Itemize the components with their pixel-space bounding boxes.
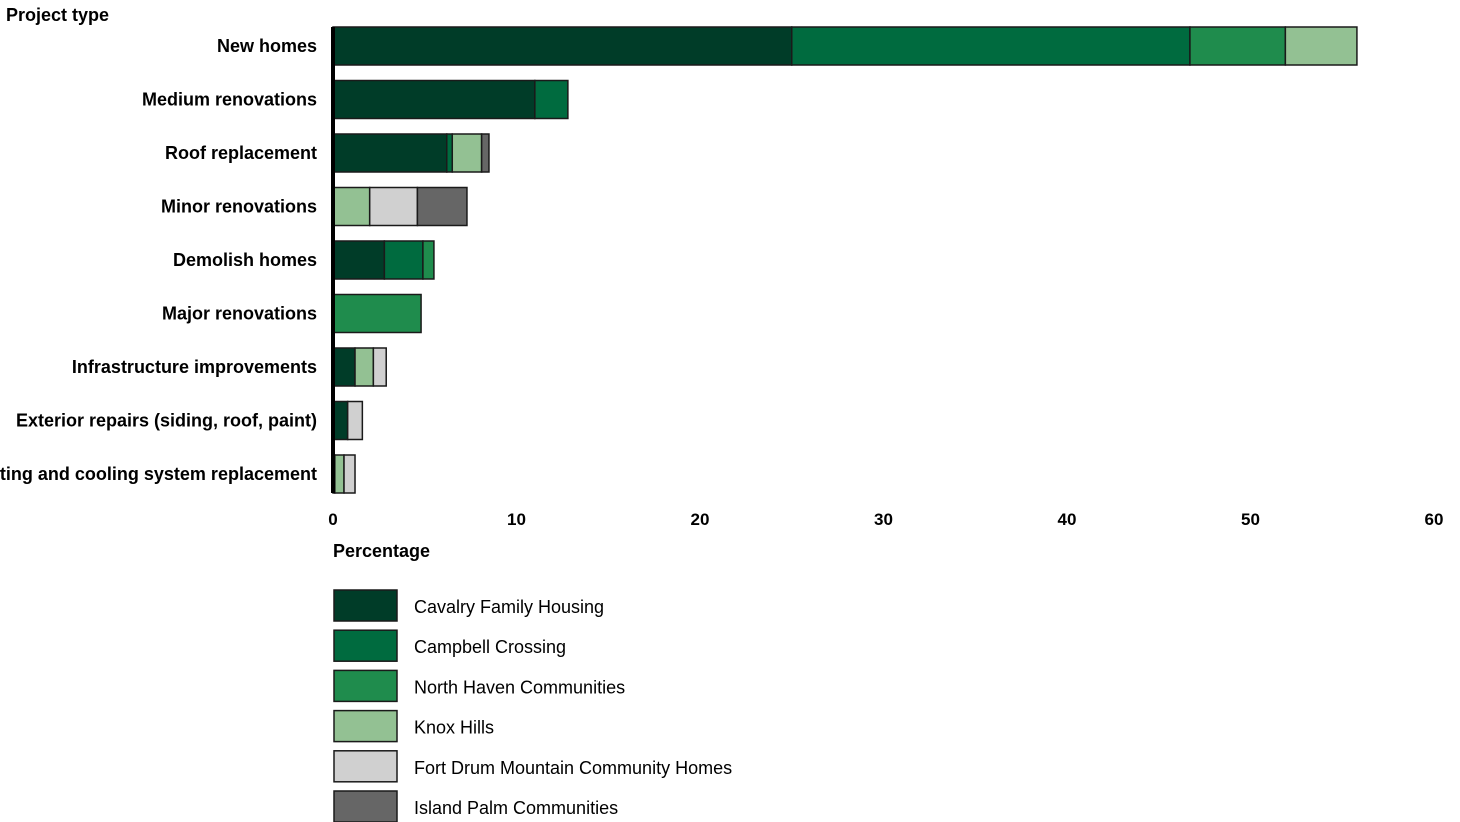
- bar-segment: [332, 26, 793, 66]
- bar-segment: [451, 133, 483, 173]
- legend-swatch: [333, 790, 398, 822]
- bar-segment: [422, 240, 435, 280]
- legend-label: Island Palm Communities: [414, 798, 618, 818]
- bar-segment: [332, 400, 349, 441]
- category-label: Medium renovations: [142, 90, 317, 110]
- legend-label: Campbell Crossing: [414, 637, 566, 657]
- bar-segment: [332, 347, 356, 387]
- y-axis-title: Project type: [6, 5, 109, 25]
- legend-swatch: [333, 709, 398, 743]
- category-label: Minor renovations: [161, 197, 317, 217]
- bar-segment: [332, 133, 448, 173]
- bar-segment: [354, 347, 375, 387]
- bar-segment: [346, 400, 364, 441]
- x-tick-label: 0: [328, 510, 337, 529]
- bar-segment: [372, 347, 387, 387]
- bar-segment: [334, 454, 345, 494]
- category-label: Exterior repairs (siding, roof, paint): [16, 411, 317, 431]
- category-label: Demolish homes: [173, 250, 317, 270]
- bar-segment: [368, 186, 419, 227]
- x-tick-label: 40: [1058, 510, 1077, 529]
- bar-segment: [791, 26, 1191, 66]
- legend: Cavalry Family Housing Campbell Crossing N…: [333, 589, 732, 822]
- x-axis-title: Percentage: [333, 541, 430, 561]
- category-label: Roof replacement: [165, 143, 317, 163]
- x-tick-label: 50: [1241, 510, 1260, 529]
- category-label: Infrastructure improvements: [72, 357, 317, 377]
- legend-swatch: [333, 750, 398, 783]
- bar-segment: [332, 240, 386, 280]
- x-tick-label: 30: [874, 510, 893, 529]
- legend-swatch: [333, 629, 398, 662]
- x-tick-label: 20: [691, 510, 710, 529]
- legend-label: Knox Hills: [414, 718, 494, 738]
- bars-group: [332, 26, 1358, 494]
- bar-segment: [383, 240, 424, 280]
- bar-segment: [332, 79, 536, 120]
- bar-segment: [1284, 26, 1358, 66]
- bar-segment: [332, 293, 422, 334]
- category-label: New homes: [217, 36, 317, 56]
- legend-label: Cavalry Family Housing: [414, 597, 604, 617]
- x-tick-labels: 0 10 20 30 40 50 60: [328, 510, 1443, 529]
- x-tick-label: 60: [1425, 510, 1444, 529]
- legend-label: Fort Drum Mountain Community Homes: [414, 758, 732, 778]
- legend-swatch: [333, 669, 398, 703]
- category-labels: New homes Medium renovations Roof replacem…: [0, 36, 317, 484]
- bar-segment: [416, 186, 468, 227]
- legend-swatch: [333, 589, 398, 622]
- bar-segment: [1189, 26, 1287, 66]
- bar-segment: [534, 79, 569, 120]
- x-tick-label: 10: [507, 510, 526, 529]
- category-label: Heating and cooling system replacement: [0, 464, 317, 484]
- category-label: Major renovations: [162, 304, 317, 324]
- bar-segment: [446, 133, 454, 173]
- bar-segment: [343, 454, 356, 494]
- bar-segment: [332, 186, 371, 227]
- bar-segment: [480, 133, 490, 173]
- legend-label: North Haven Communities: [414, 677, 625, 697]
